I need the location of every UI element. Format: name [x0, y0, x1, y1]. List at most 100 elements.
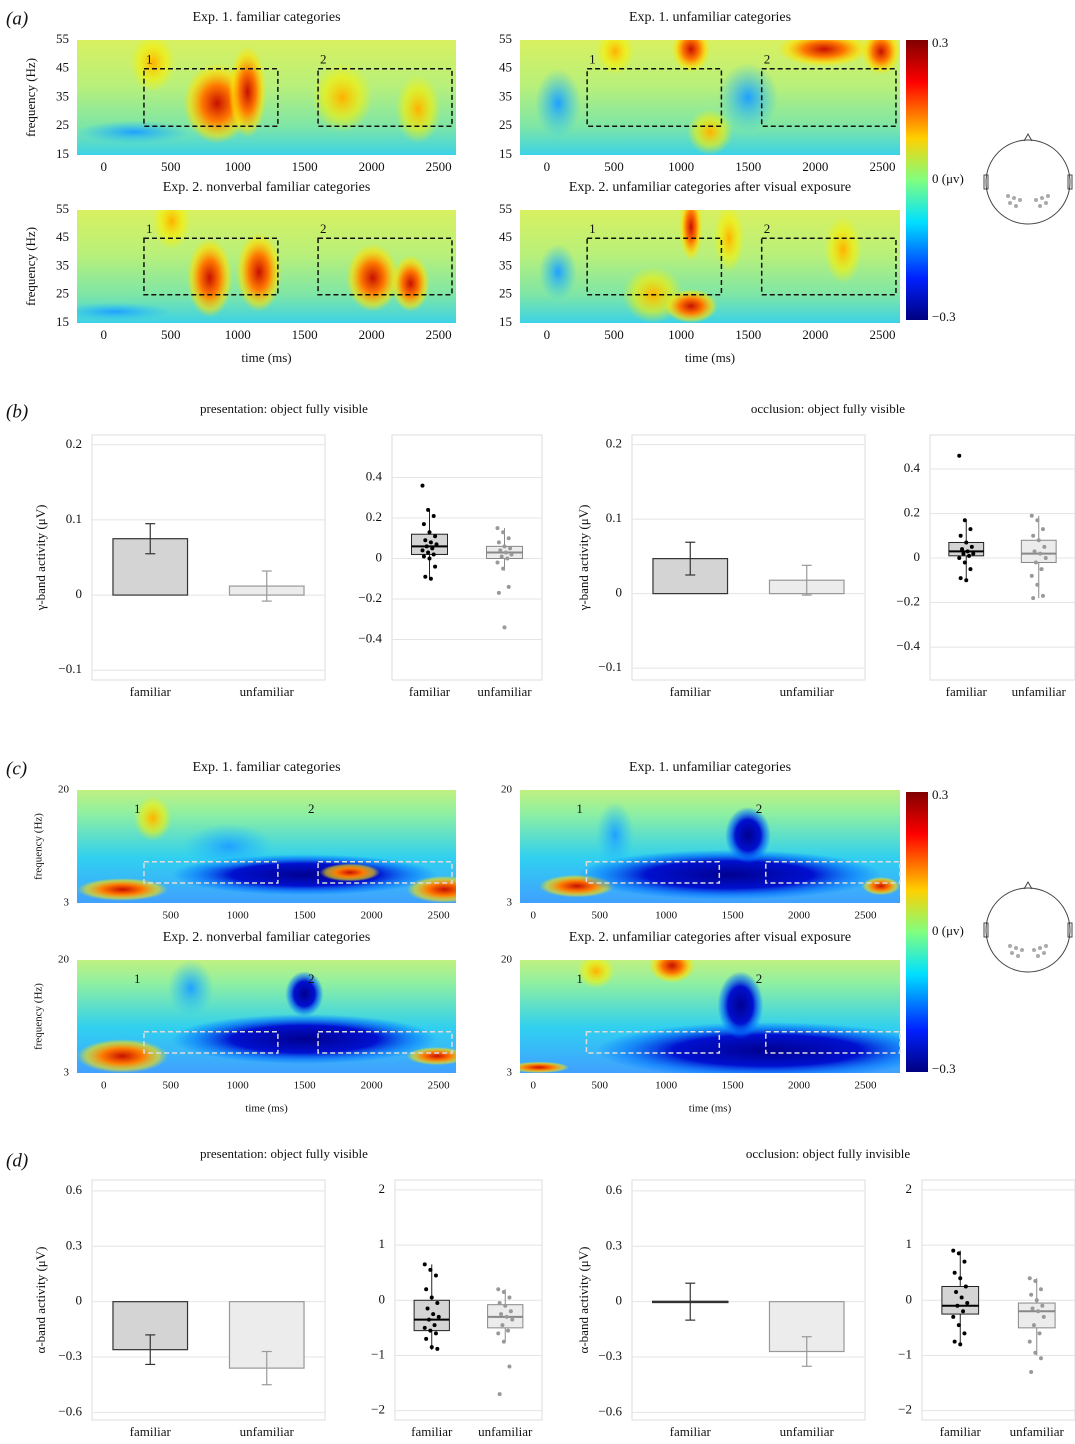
y-tick-label: 0.6 — [66, 1182, 83, 1197]
data-point — [1029, 513, 1034, 518]
x-tick-label: familiar — [946, 684, 988, 699]
dashed-box — [143, 68, 279, 127]
heatmap-blob — [311, 63, 373, 132]
x-tick-label: unfamiliar — [1010, 1424, 1065, 1439]
chart-title: Exp. 1. unfamiliar categories — [629, 760, 791, 775]
pair-title: presentation: object fully visible — [200, 1146, 368, 1161]
dashed-box — [585, 861, 721, 884]
x-tick-label: 1000 — [655, 910, 678, 922]
data-point — [420, 483, 425, 488]
data-point — [964, 578, 969, 583]
x-tick-label: unfamiliar — [780, 684, 835, 699]
data-point — [433, 534, 438, 539]
y-tick-label: 20 — [501, 784, 513, 796]
x-tick-label: 2000 — [802, 327, 828, 342]
plot-frame — [91, 434, 326, 681]
data-point — [1036, 538, 1041, 543]
y-tick-label: 55 — [56, 31, 69, 46]
dashed-box — [586, 237, 723, 296]
plot-frame — [929, 434, 1075, 681]
data-point — [1038, 551, 1043, 556]
heatmap-blob — [577, 960, 615, 989]
y-tick-label: 0 — [379, 1291, 386, 1306]
data-point — [427, 556, 432, 561]
data-point — [501, 566, 506, 571]
box-label: 1 — [146, 52, 153, 67]
y-tick-label: 3 — [64, 897, 70, 909]
data-point — [1043, 556, 1048, 561]
y-tick-label: 0.6 — [606, 1182, 623, 1197]
data-point — [962, 1259, 967, 1264]
data-point — [958, 1342, 963, 1347]
x-tick-label: unfamiliar — [240, 1424, 295, 1439]
y-tick-label: 25 — [56, 117, 69, 132]
y-tick-label: 45 — [499, 229, 512, 244]
data-point — [424, 1287, 429, 1292]
y-axis-label: γ-band activity (μV) — [33, 505, 48, 612]
data-point — [431, 1312, 436, 1317]
x-tick-label: 2500 — [428, 910, 451, 922]
data-point — [496, 590, 501, 595]
pair-title: presentation: object fully visible — [200, 401, 368, 416]
chart-title: Exp. 1. familiar categories — [192, 10, 340, 25]
y-tick-label: 3 — [507, 1067, 513, 1079]
data-point — [496, 1331, 501, 1336]
y-tick-label: 1 — [906, 1236, 913, 1251]
data-point — [968, 527, 973, 532]
data-point — [958, 576, 963, 581]
data-point — [433, 1273, 438, 1278]
heatmap-blob — [649, 960, 695, 983]
heatmap-blob — [167, 960, 214, 1017]
y-tick-label: 0.4 — [366, 469, 383, 484]
x-tick-label: familiar — [670, 684, 712, 699]
heatmap-blob — [535, 68, 581, 138]
x-tick-label: 1000 — [655, 1080, 678, 1092]
data-point — [503, 550, 508, 555]
y-tick-label: 3 — [64, 1067, 70, 1079]
heatmap-image — [520, 210, 900, 323]
data-point — [503, 1303, 508, 1308]
x-tick-label: 2500 — [870, 159, 896, 174]
y-tick-label: 35 — [56, 88, 69, 103]
data-point — [508, 546, 513, 551]
y-tick-label: 20 — [501, 954, 513, 966]
x-tick-label: 1000 — [668, 327, 694, 342]
y-tick-label: 0.1 — [606, 510, 622, 525]
heatmap-blob — [77, 878, 168, 901]
dashed-box — [586, 68, 723, 127]
x-tick-label: 500 — [162, 910, 179, 922]
heatmap-blob — [406, 875, 456, 903]
y-tick-label: 25 — [499, 117, 512, 132]
heatmap-blob — [596, 40, 634, 75]
y-tick-label: 35 — [499, 257, 512, 272]
data-point — [955, 1303, 960, 1308]
data-point — [433, 564, 438, 569]
heatmap-blob — [862, 40, 900, 75]
box-label: 2 — [308, 801, 315, 816]
x-tick-label: 0 — [101, 327, 108, 342]
colorbar — [906, 40, 928, 320]
y-tick-label: 55 — [56, 201, 69, 216]
x-tick-label: 500 — [604, 159, 624, 174]
data-point — [962, 1331, 967, 1336]
x-tick-label: 1500 — [294, 910, 317, 922]
box-label: 2 — [756, 801, 763, 816]
head-icon — [983, 132, 1073, 225]
data-point — [428, 1328, 433, 1333]
x-tick-label: 2000 — [788, 1080, 811, 1092]
data-point — [435, 1346, 440, 1351]
x-tick-label: 2500 — [854, 1080, 877, 1092]
dashed-box — [317, 861, 453, 884]
box-label: 2 — [764, 221, 771, 236]
chart-title: Exp. 1. familiar categories — [192, 760, 340, 775]
y-axis-label: α-band activity (μV) — [576, 1247, 591, 1354]
box-label: 2 — [756, 971, 763, 986]
heatmap-blob — [395, 74, 441, 144]
y-tick-label: 15 — [56, 146, 69, 161]
x-tick-label: unfamiliar — [1012, 684, 1067, 699]
x-tick-label: 1500 — [292, 159, 318, 174]
panel-label: (a) — [6, 8, 28, 29]
data-point — [1035, 518, 1040, 523]
colorbar-tick-label: 0.3 — [932, 787, 948, 802]
